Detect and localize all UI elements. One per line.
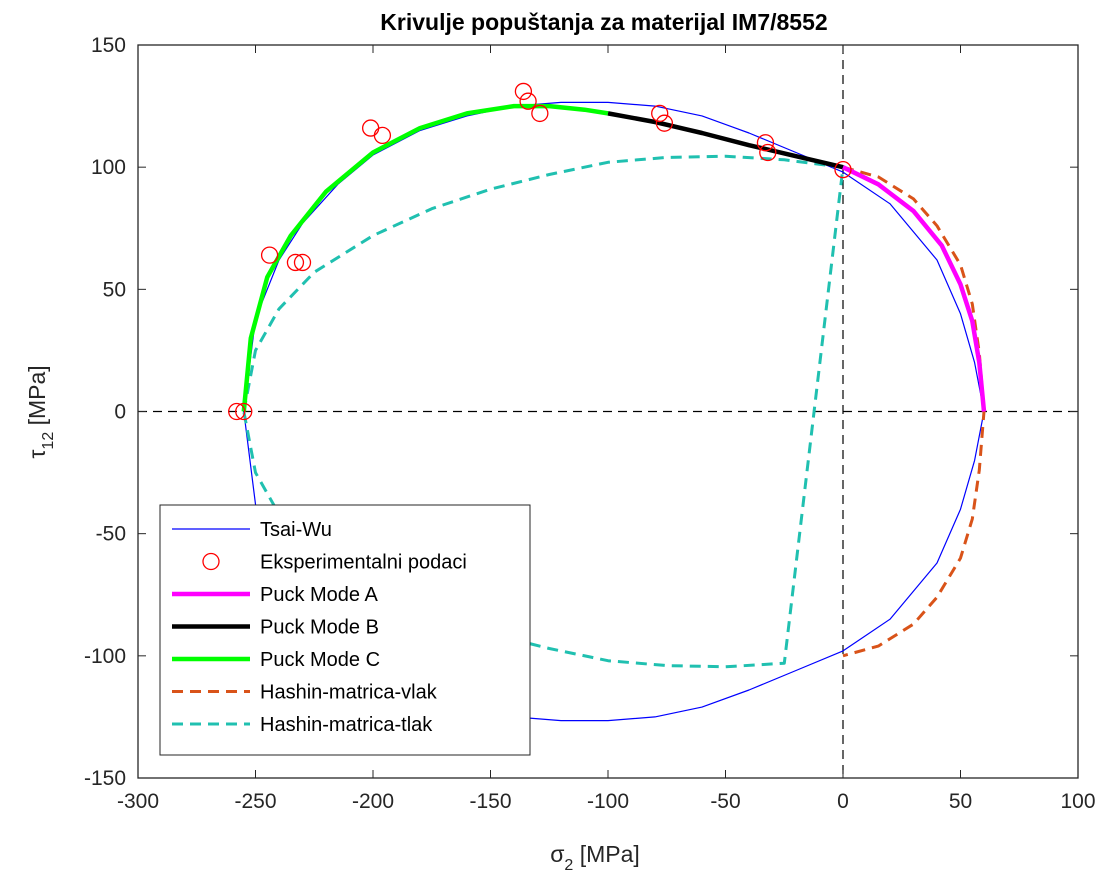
- axis-ticks: -300 -250 -200 -150 -100 -50 0 50 100 -150 -100 -50…: [84, 34, 1096, 813]
- series-line-puck-mode-c: [241, 103, 609, 412]
- data-point-eksperimentalni-podaci: [651, 104, 669, 123]
- y-tick-label: 50: [103, 278, 126, 301]
- y-tick-label: 150: [91, 34, 126, 57]
- x-axis-label: σ2 [MPa]: [550, 841, 640, 874]
- data-point-eksperimentalni-podaci: [519, 92, 537, 110]
- x-axis-label-subscript: 2: [564, 857, 573, 874]
- data-point-eksperimentalni-podaci: [834, 160, 852, 179]
- x-tick-label: 50: [949, 790, 972, 813]
- legend-box: [159, 504, 531, 756]
- y-tick-label: -100: [84, 645, 126, 668]
- x-axis-label-unit: [MPa]: [580, 841, 640, 867]
- y-axis-label-subscript: 12: [40, 432, 57, 450]
- data-point-eksperimentalni-podaci: [260, 246, 279, 264]
- data-point-eksperimentalni-podaci: [235, 402, 253, 421]
- y-tick-label: 100: [91, 156, 126, 179]
- y-tick-label: 0: [114, 401, 126, 424]
- x-tick-label: -150: [469, 790, 511, 813]
- x-tick-label: -100: [587, 790, 629, 813]
- data-point-eksperimentalni-podaci: [228, 402, 246, 421]
- series-line-puck-mode-a: [842, 165, 987, 412]
- legend-label-eksperimentalni-podaci: Eksperimentalni podaci: [260, 552, 467, 574]
- y-axis-label-unit: [MPa]: [24, 365, 50, 425]
- x-axis-label-symbol: σ: [550, 841, 564, 867]
- x-tick-label: 0: [837, 790, 849, 813]
- data-point-eksperimentalni-podaci: [373, 126, 392, 145]
- data-point-eksperimentalni-podaci: [655, 114, 674, 132]
- x-tick-label: -250: [234, 790, 276, 813]
- data-point-eksperimentalni-podaci: [286, 253, 305, 272]
- y-axis-label-symbol: τ: [24, 450, 50, 459]
- series-line-puck-mode-b: [607, 111, 844, 170]
- legend-label-tsai-wu: Tsai-Wu: [260, 519, 332, 541]
- legend-label-puck-mode-b: Puck Mode B: [260, 617, 379, 639]
- data-point-eksperimentalni-podaci: [514, 82, 533, 101]
- x-tick-label: -50: [710, 790, 740, 813]
- x-tick-label: 100: [1060, 790, 1095, 813]
- x-tick-label: -300: [117, 790, 159, 813]
- chart-title: Krivulje popuštanja za materijal IM7/855…: [380, 9, 827, 35]
- legend-label-hashin-matrica-vlak: Hashin-matrica-vlak: [260, 682, 438, 704]
- legend: Tsai-Wu Eksperimentalni podaci Puck Mode A…: [159, 504, 531, 756]
- y-tick-label: -50: [96, 523, 126, 546]
- data-point-eksperimentalni-podaci: [759, 143, 777, 162]
- data-point-eksperimentalni-podaci: [293, 253, 312, 272]
- y-axis-label: τ12 [MPa]: [24, 365, 57, 458]
- legend-label-hashin-matrica-tlak: Hashin-matrica-tlak: [260, 714, 433, 736]
- data-point-eksperimentalni-podaci: [531, 104, 549, 123]
- legend-label-puck-mode-c: Puck Mode C: [260, 649, 380, 671]
- data-point-eksperimentalni-podaci: [756, 134, 775, 152]
- x-tick-label: -200: [352, 790, 394, 813]
- legend-label-puck-mode-a: Puck Mode A: [260, 584, 379, 606]
- legend-swatch-eksperimentalni-podaci: [202, 552, 220, 571]
- y-tick-label: -150: [84, 767, 126, 790]
